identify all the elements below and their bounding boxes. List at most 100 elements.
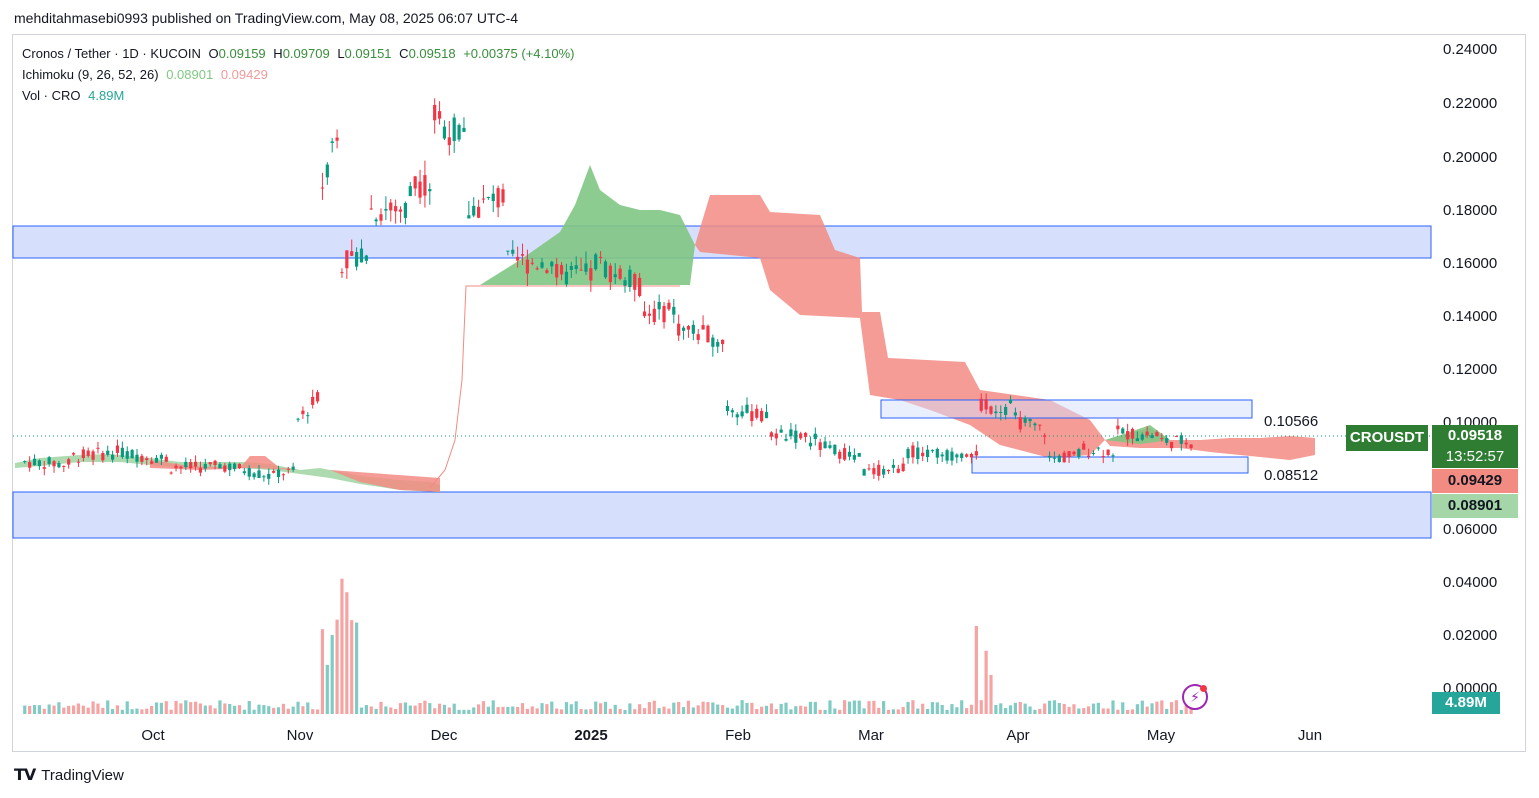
volume-bar xyxy=(555,708,559,714)
chart-frame[interactable] xyxy=(12,34,1526,752)
volume-bar xyxy=(1096,702,1100,714)
volume-bar xyxy=(1160,700,1164,714)
volume-bar xyxy=(467,709,471,714)
candle-body xyxy=(413,176,417,189)
legend-high: 0.09709 xyxy=(282,46,330,61)
candle-body xyxy=(559,265,564,275)
volume-bar xyxy=(477,704,481,714)
cloud-nov-red xyxy=(330,470,440,492)
range-box-lower[interactable] xyxy=(971,456,1249,474)
volume-bar xyxy=(1135,704,1139,714)
volume-bar xyxy=(1169,702,1174,714)
footer-brand[interactable]: TradingView xyxy=(41,766,124,784)
volume-bar xyxy=(145,708,149,714)
volume-bar xyxy=(579,709,583,714)
candle-body xyxy=(1004,406,1008,415)
candle-body xyxy=(818,442,822,450)
volume-bar xyxy=(174,700,178,714)
time-tick-label-6: Apr xyxy=(1006,727,1029,744)
volume-bar xyxy=(652,700,656,714)
candle-body xyxy=(335,137,339,141)
volume-bar xyxy=(999,703,1003,714)
volume-bar xyxy=(262,705,266,714)
candle-body xyxy=(862,469,866,476)
candle-body xyxy=(76,461,81,463)
volume-bar xyxy=(1179,709,1183,714)
candle-body xyxy=(228,463,232,471)
tradingview-logo-icon[interactable]: 𝗧𝗩 xyxy=(14,767,36,784)
candle-body xyxy=(838,451,842,459)
candle-body xyxy=(115,445,120,453)
candle-body xyxy=(486,196,490,199)
candle-body xyxy=(1047,455,1052,458)
volume-bar xyxy=(696,705,700,714)
volume-bar xyxy=(1062,703,1066,714)
candle-body xyxy=(57,463,61,468)
volume-bar xyxy=(618,708,622,714)
volume-bar xyxy=(320,629,325,714)
candle-body xyxy=(135,454,139,462)
candle-body xyxy=(1008,399,1013,404)
candle-body xyxy=(662,305,666,323)
candle-body xyxy=(237,463,242,469)
notification-dot-icon xyxy=(1200,685,1207,692)
candle-body xyxy=(433,104,437,121)
volume-bar xyxy=(437,703,442,714)
legend-volume[interactable]: Vol · CRO 4.89M xyxy=(22,88,128,103)
candle-body xyxy=(286,468,290,470)
candle-body xyxy=(189,462,193,469)
candle-body xyxy=(813,433,817,440)
candle-body xyxy=(657,301,661,310)
candle-body xyxy=(218,464,222,469)
candle-body xyxy=(774,433,778,439)
volume-bar xyxy=(169,709,173,714)
volume-bar xyxy=(706,702,710,714)
candle-body xyxy=(520,254,525,256)
candle-body xyxy=(589,268,593,281)
volume-bar xyxy=(86,707,90,714)
cloud-early-red xyxy=(150,456,300,470)
volume-bar xyxy=(691,707,695,714)
volume-bar xyxy=(247,700,251,714)
volume-bar xyxy=(159,702,163,714)
candle-body xyxy=(37,460,41,467)
candle-body xyxy=(233,463,237,470)
volume-bar xyxy=(403,702,407,714)
volume-bar xyxy=(847,701,852,714)
volume-bar xyxy=(491,700,495,714)
volume-bar xyxy=(447,707,451,714)
candle-body xyxy=(1121,428,1125,434)
cloud-green-main xyxy=(480,165,695,285)
legend-ichimoku[interactable]: Ichimoku (9, 26, 52, 26) 0.08901 0.09429 xyxy=(22,67,272,82)
volume-bar xyxy=(955,707,959,714)
volume-bar xyxy=(96,703,100,714)
candle-body xyxy=(843,448,847,460)
volume-bar xyxy=(760,706,764,714)
volume-bar xyxy=(1008,705,1013,714)
volume-bar xyxy=(1155,701,1159,714)
lightning-icon[interactable]: ⚡ xyxy=(1182,684,1208,710)
volume-bar xyxy=(755,708,759,714)
time-axis: Oct Nov Dec 2025 Feb Mar Apr May Jun xyxy=(141,727,1322,744)
range-box-upper[interactable] xyxy=(880,399,1253,419)
candle-body xyxy=(740,411,744,417)
volume-bar xyxy=(350,620,354,714)
legend-symbol[interactable]: Cronos / Tether · 1D · KUCOIN xyxy=(22,46,201,61)
volume-bar xyxy=(62,707,66,714)
time-tick-label-1: Nov xyxy=(287,727,314,744)
candle-body xyxy=(320,187,325,189)
volume-bar xyxy=(28,705,32,714)
time-tick-label-0: Oct xyxy=(141,727,165,744)
price-tick-label-9: 0.04000 xyxy=(1443,574,1497,591)
candle-body xyxy=(1155,432,1159,437)
candle-body xyxy=(71,453,76,455)
candle-body xyxy=(325,164,329,178)
candle-body xyxy=(599,256,603,258)
symbol-badge[interactable]: CROUSDT xyxy=(1346,425,1428,451)
lower-zone[interactable] xyxy=(12,491,1432,539)
candle-body xyxy=(618,268,622,279)
volume-bar xyxy=(37,705,41,714)
candle-body xyxy=(164,456,168,462)
volume-bar xyxy=(994,705,998,714)
